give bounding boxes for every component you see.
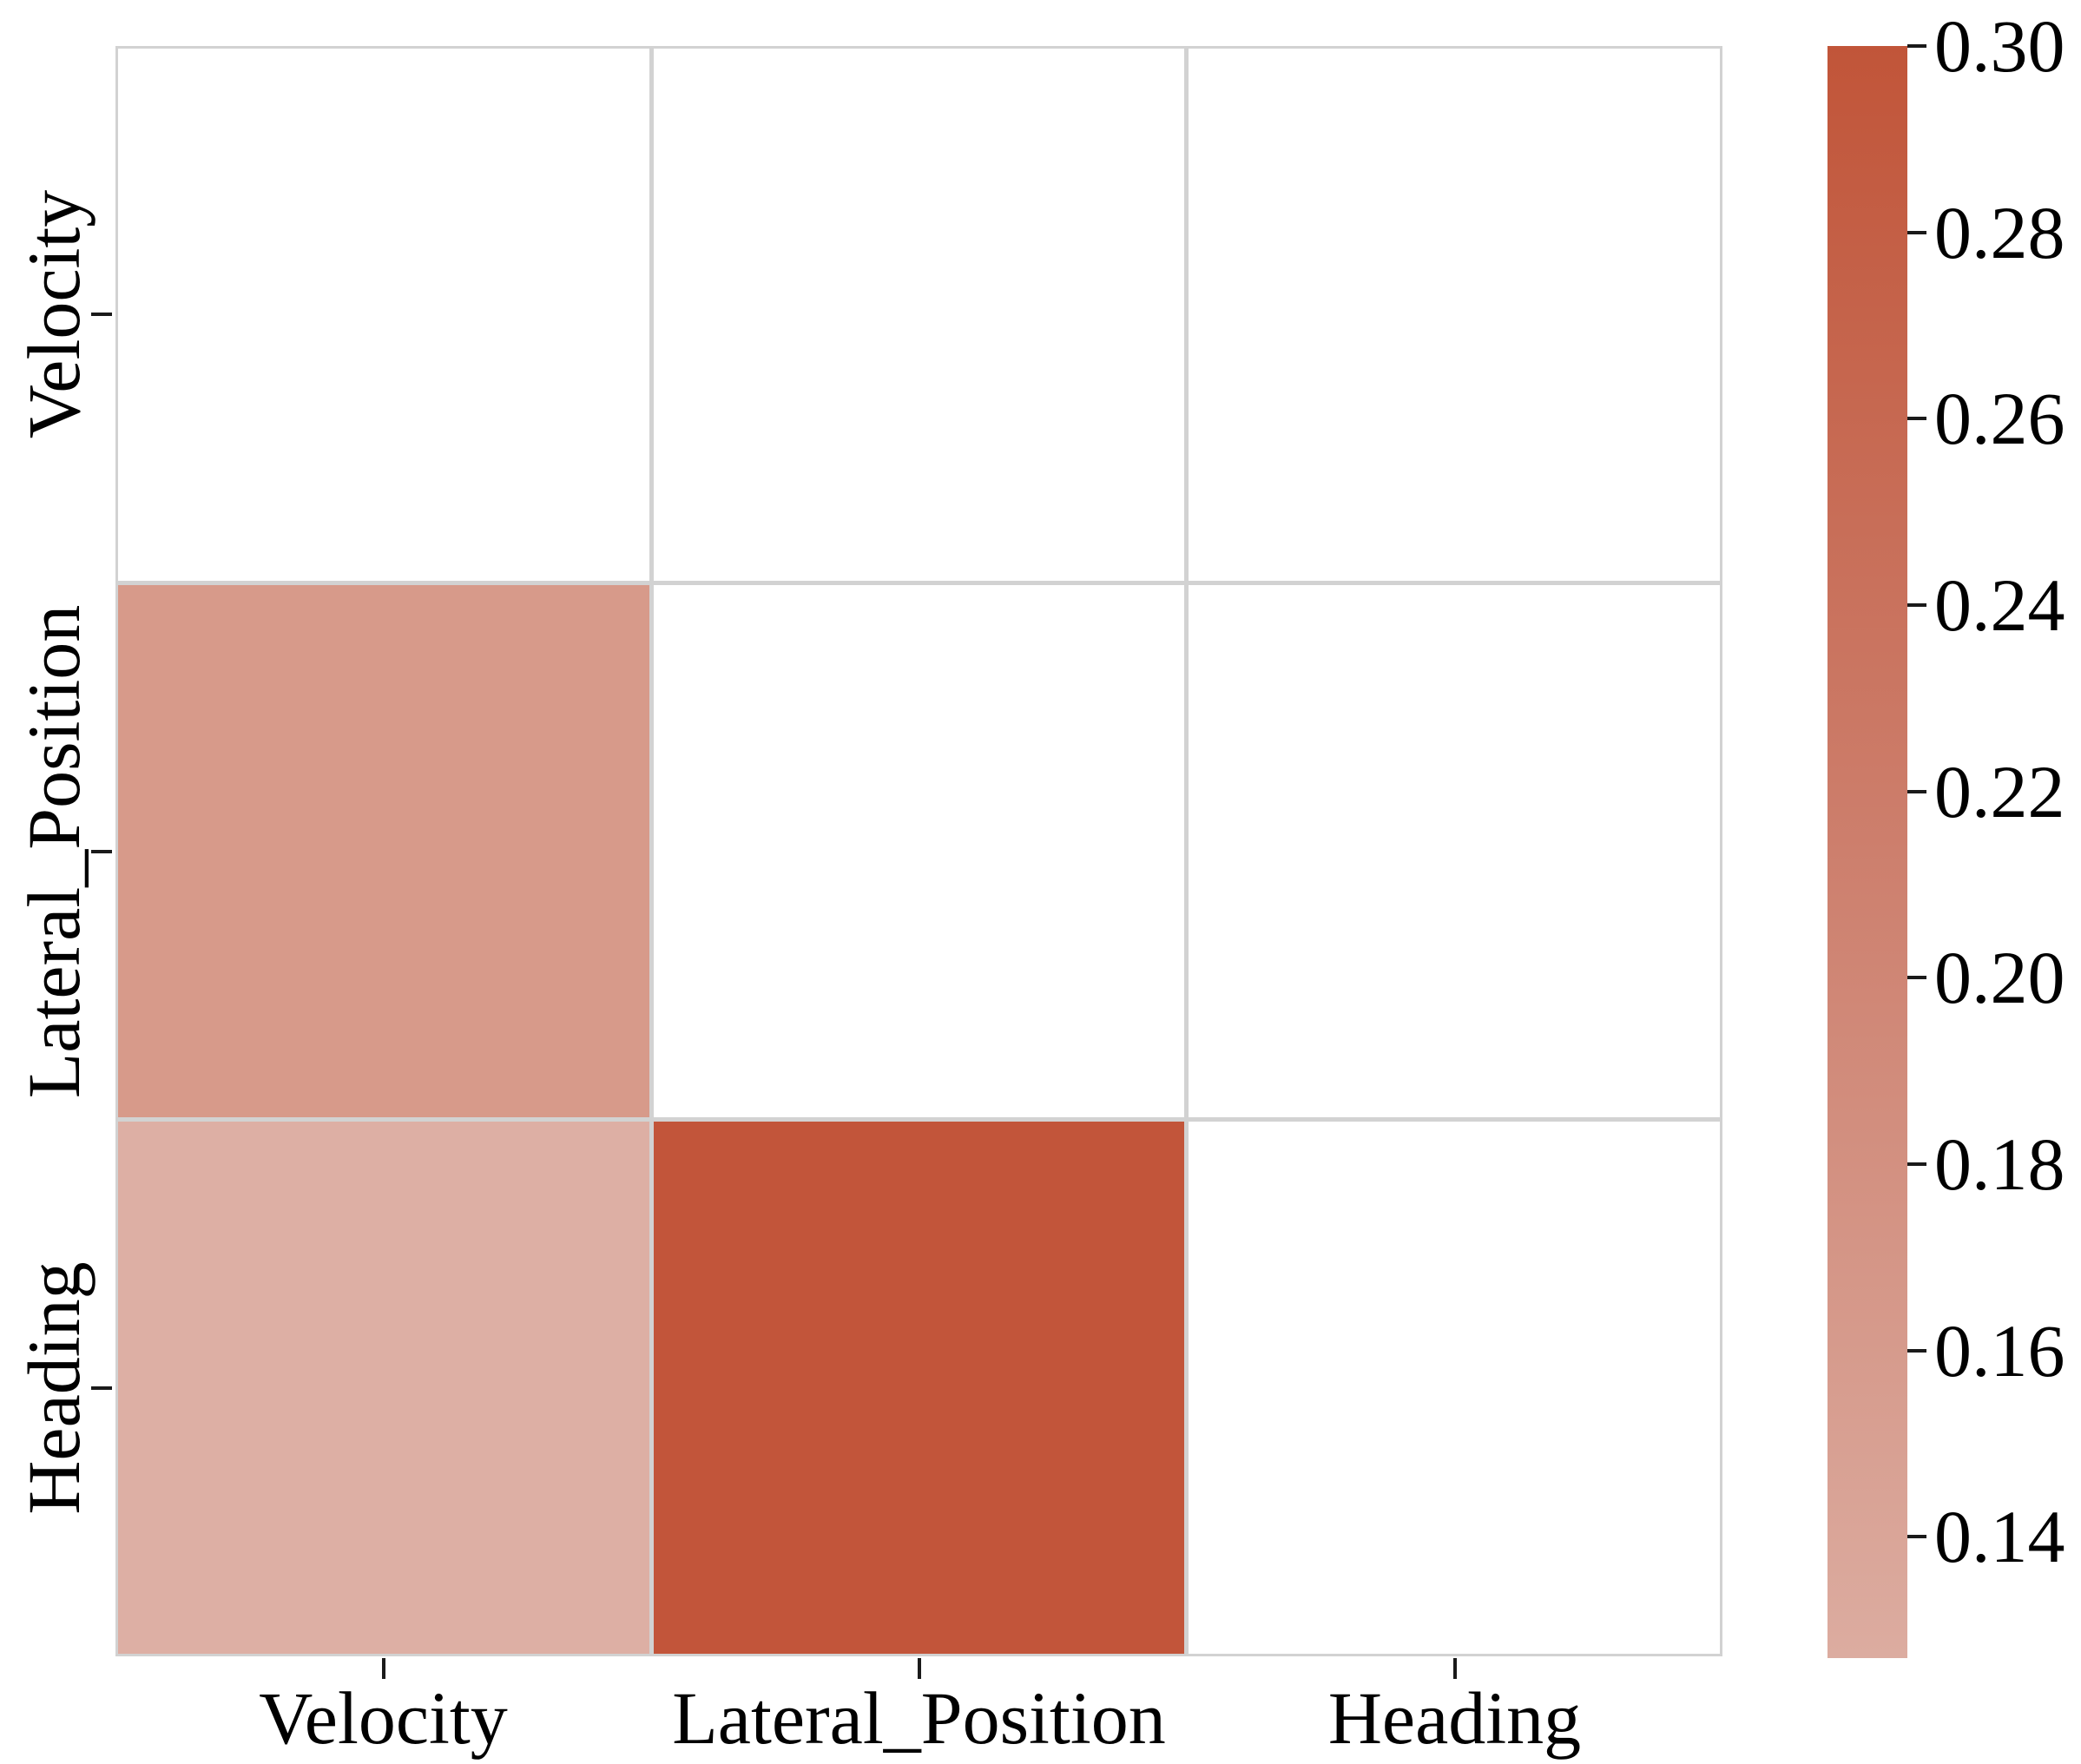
colorbar-tick-label: 0.28 xyxy=(1934,190,2065,274)
x-axis-label-Heading: Heading xyxy=(1327,1676,1582,1760)
colorbar-tick-label: 0.14 xyxy=(1934,1495,2065,1579)
colorbar-tick-label: 0.16 xyxy=(1934,1308,2065,1392)
colorbar-tick xyxy=(1907,230,1926,234)
heatmap-cell-Lateral_Position-Heading xyxy=(1189,585,1720,1117)
colorbar-tick xyxy=(1907,1348,1926,1353)
colorbar-tick-label: 0.26 xyxy=(1934,377,2065,461)
colorbar-tick-label: 0.30 xyxy=(1934,4,2065,88)
x-axis-tick xyxy=(1452,1658,1457,1679)
colorbar-tick xyxy=(1907,603,1926,608)
colorbar-tick xyxy=(1907,976,1926,980)
colorbar-tick xyxy=(1907,1162,1926,1167)
colorbar-tick xyxy=(1907,1535,1926,1539)
x-axis-label-Velocity: Velocity xyxy=(259,1676,508,1760)
heatmap-cell-Heading-Heading xyxy=(1189,1122,1720,1654)
y-axis-tick xyxy=(91,313,112,317)
colorbar-tick-label: 0.18 xyxy=(1934,1122,2065,1207)
y-axis-label-Lateral_Position: Lateral_Position xyxy=(12,604,95,1098)
y-axis-label-Heading: Heading xyxy=(12,1261,95,1515)
heatmap-cell-Heading-Velocity xyxy=(118,1122,649,1654)
colorbar-tick-label: 0.20 xyxy=(1934,936,2065,1020)
heatmap-cell-Lateral_Position-Velocity xyxy=(118,585,649,1117)
heatmap-grid xyxy=(115,46,1722,1656)
y-axis-label-Velocity: Velocity xyxy=(12,189,95,439)
heatmap-cell-Velocity-Lateral_Position xyxy=(653,49,1185,581)
colorbar-tick xyxy=(1907,417,1926,421)
heatmap-cell-Velocity-Heading xyxy=(1189,49,1720,581)
colorbar-tick xyxy=(1907,44,1926,48)
heatmap-cell-Lateral_Position-Lateral_Position xyxy=(653,585,1185,1117)
colorbar xyxy=(1827,46,1907,1658)
x-axis-tick xyxy=(917,1658,921,1679)
colorbar-tick-label: 0.22 xyxy=(1934,749,2065,833)
heatmap-cell-Velocity-Velocity xyxy=(118,49,649,581)
x-axis-tick xyxy=(381,1658,385,1679)
y-axis-tick xyxy=(91,1386,112,1390)
colorbar-tick xyxy=(1907,789,1926,793)
heatmap-cell-Heading-Lateral_Position xyxy=(653,1122,1185,1654)
y-axis-tick xyxy=(91,849,112,853)
x-axis-label-Lateral_Position: Lateral_Position xyxy=(672,1676,1166,1760)
colorbar-tick-label: 0.24 xyxy=(1934,563,2065,648)
